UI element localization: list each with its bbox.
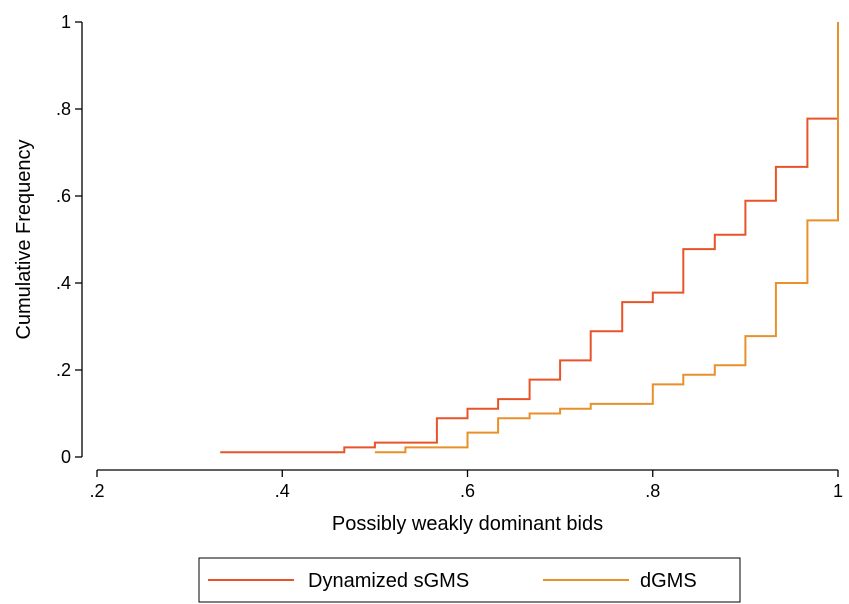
x-axis-title: Possibly weakly dominant bids (332, 513, 603, 535)
y-axis-title: Cumulative Frequency (13, 139, 35, 339)
y-tick-label: .2 (56, 360, 71, 380)
series-line-2 (374, 22, 839, 454)
legend-label-1: Dynamized sGMS (308, 570, 469, 592)
axes: 0 .2 .4 .6 .8 1 .2 .4 .6 .8 1 (56, 12, 843, 501)
legend-items: Dynamized sGMS dGMS (208, 570, 697, 592)
y-tick-label: .6 (56, 186, 71, 206)
y-tick-label: .8 (56, 99, 71, 119)
x-tick-label: .8 (645, 481, 660, 501)
y-ticks: 0 .2 .4 .6 .8 1 (56, 12, 82, 467)
y-tick-label: 1 (61, 12, 71, 32)
series-line-1 (220, 22, 839, 454)
x-tick-label: .2 (89, 481, 104, 501)
legend: Dynamized sGMS dGMS (198, 557, 741, 603)
x-ticks: .2 .4 .6 .8 1 (89, 470, 843, 501)
x-tick-label: .4 (275, 481, 290, 501)
x-tick-label: .6 (460, 481, 475, 501)
x-tick-label: 1 (833, 481, 843, 501)
y-tick-label: 0 (61, 447, 71, 467)
legend-label-2: dGMS (640, 570, 697, 592)
y-tick-label: .4 (56, 273, 71, 293)
series-layer (220, 22, 839, 454)
